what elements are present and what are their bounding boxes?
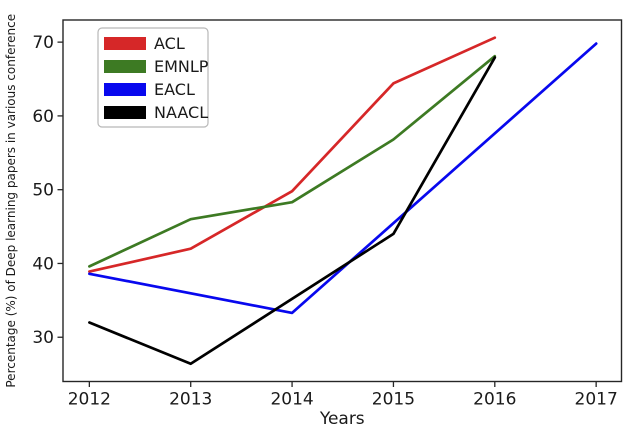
x-axis-tick-label: 2013 [169, 390, 212, 410]
y-axis-tick-label: 30 [32, 328, 54, 348]
y-axis-tick-label: 40 [32, 254, 54, 274]
legend-swatch-eacl [104, 83, 146, 96]
series-line-acl [88, 36, 497, 273]
plot-frame [62, 19, 623, 383]
series-line-naacl [88, 56, 497, 366]
y-axis-title: Percentage (%) of Deep learning papers i… [4, 14, 18, 388]
x-axis-tick-label: 2017 [575, 390, 618, 410]
series-line-eacl [88, 42, 598, 315]
series-line-emnlp [88, 54, 497, 268]
x-axis-tick-label: 2012 [68, 390, 111, 410]
x-axis-tick-label: 2014 [270, 390, 313, 410]
y-axis-tick-label: 70 [32, 33, 54, 53]
legend-label-eacl: EACL [154, 80, 195, 99]
y-axis-tick-label: 60 [32, 107, 54, 127]
legend-swatch-acl [104, 37, 146, 50]
legend-box [97, 27, 209, 128]
y-axis-tick-label: 50 [32, 181, 54, 201]
legend-label-emnlp: EMNLP [154, 57, 209, 76]
legend-label-naacl: NAACL [154, 103, 208, 122]
legend-swatch-emnlp [104, 60, 146, 73]
x-axis-title: Years [319, 409, 365, 429]
legend-label-acl: ACL [154, 34, 185, 53]
x-axis-tick-label: 2016 [473, 390, 516, 410]
legend-swatch-naacl [104, 106, 146, 119]
x-axis-tick-label: 2015 [372, 390, 415, 410]
